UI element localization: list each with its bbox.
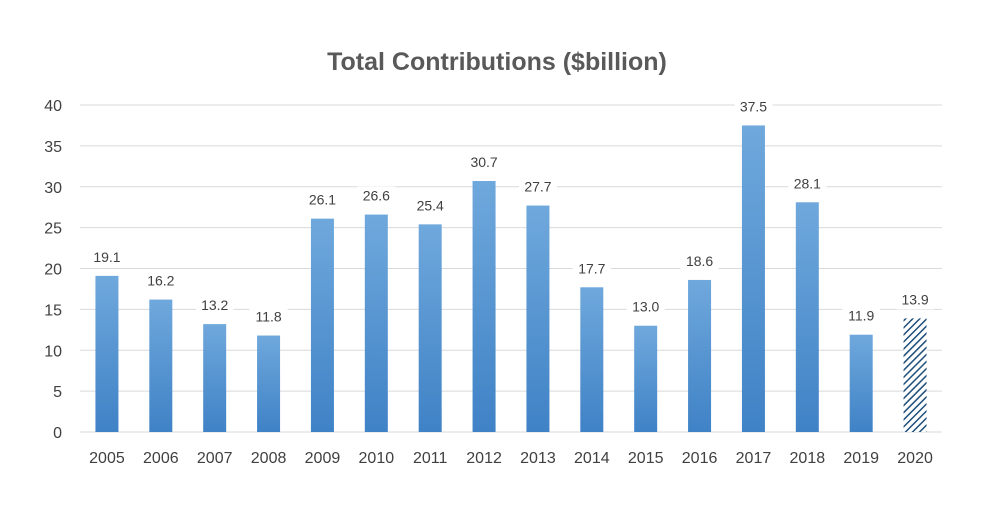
bar-2019 — [849, 334, 873, 432]
bar-2012 — [472, 181, 496, 432]
data-label-background — [572, 259, 611, 279]
y-tick-label: 20 — [44, 262, 62, 279]
x-tick-label: 2018 — [790, 450, 826, 467]
bar-2017 — [741, 125, 765, 432]
y-tick-label: 30 — [44, 180, 62, 197]
data-label-2019: 11.9 — [848, 308, 874, 324]
y-tick-label: 5 — [53, 384, 62, 401]
data-label-2013: 27.7 — [524, 179, 551, 195]
x-tick-label: 2012 — [466, 450, 502, 467]
bar-2011 — [418, 224, 442, 432]
chart-title: Total Contributions ($billion) — [327, 48, 667, 76]
data-label-2018: 28.1 — [794, 175, 821, 191]
x-tick-label: 2010 — [359, 450, 395, 467]
bar-2020 — [903, 318, 927, 432]
bar-2007 — [203, 324, 227, 432]
bars — [95, 125, 927, 432]
x-tick-label: 2014 — [574, 450, 610, 467]
x-tick-label: 2005 — [89, 450, 125, 467]
bar-2008 — [257, 335, 281, 432]
data-label-background — [896, 290, 935, 310]
x-tick-label: 2011 — [413, 450, 448, 467]
data-label-2008: 11.8 — [255, 309, 281, 325]
y-tick-label: 0 — [53, 425, 62, 442]
data-label-2017: 37.5 — [740, 98, 767, 114]
x-tick-label: 2019 — [843, 450, 879, 467]
data-label-2012: 30.7 — [470, 154, 497, 170]
data-label-2020: 13.9 — [901, 291, 928, 307]
data-label-background — [734, 97, 773, 117]
y-tick-label: 25 — [44, 221, 62, 238]
bar-2009 — [310, 218, 334, 432]
data-label-background — [303, 190, 342, 210]
data-label-background — [249, 307, 288, 327]
data-label-background — [465, 153, 504, 173]
data-label-2014: 17.7 — [578, 260, 605, 276]
data-label-2005: 19.1 — [93, 249, 120, 265]
x-axis-ticks: 2005 2006 2007 2008 2009 2010 2011 2012 2013 2014… — [89, 450, 933, 467]
x-tick-label: 2013 — [520, 450, 556, 467]
data-label-background — [141, 271, 180, 291]
y-tick-label: 40 — [44, 98, 62, 115]
data-label-2011: 25.4 — [417, 197, 444, 213]
data-label-2009: 26.1 — [309, 192, 336, 208]
x-tick-label: 2008 — [251, 450, 287, 467]
x-tick-label: 2007 — [197, 450, 233, 467]
y-tick-label: 15 — [44, 302, 62, 319]
x-tick-label: 2017 — [736, 450, 772, 467]
data-label-background — [680, 251, 719, 271]
bar-2010 — [364, 214, 388, 432]
data-label-background — [518, 177, 557, 197]
data-label-2015: 13.0 — [632, 299, 659, 315]
bar-2016 — [688, 279, 712, 432]
data-label-2007: 13.2 — [201, 297, 228, 313]
data-label-2006: 16.2 — [147, 273, 174, 289]
data-label-background — [357, 186, 396, 206]
data-label-background — [87, 247, 126, 267]
bar-2018 — [795, 202, 819, 432]
data-labels: 19.1 16.2 13.2 11.8 26.1 26.6 25.4 30.7 27.7 17.7… — [87, 97, 935, 327]
y-tick-label: 35 — [44, 139, 62, 156]
data-label-background — [195, 296, 234, 316]
data-label-background — [788, 174, 827, 194]
y-tick-label: 10 — [44, 343, 62, 360]
data-label-background — [411, 196, 450, 216]
x-tick-label: 2020 — [897, 450, 933, 467]
bar-2006 — [149, 299, 173, 432]
x-tick-label: 2009 — [305, 450, 341, 467]
x-tick-label: 2006 — [143, 450, 179, 467]
y-axis-ticks: 0 5 10 15 20 25 30 35 40 — [44, 98, 62, 442]
bar-2005 — [95, 275, 119, 432]
data-label-background — [626, 297, 665, 317]
x-tick-label: 2016 — [682, 450, 718, 467]
bar-2013 — [526, 205, 550, 432]
data-label-background — [842, 306, 881, 326]
data-label-2010: 26.6 — [363, 188, 390, 204]
bar-2014 — [580, 287, 604, 432]
bar-2015 — [634, 325, 658, 432]
x-tick-label: 2015 — [628, 450, 664, 467]
data-label-2016: 18.6 — [686, 253, 713, 269]
